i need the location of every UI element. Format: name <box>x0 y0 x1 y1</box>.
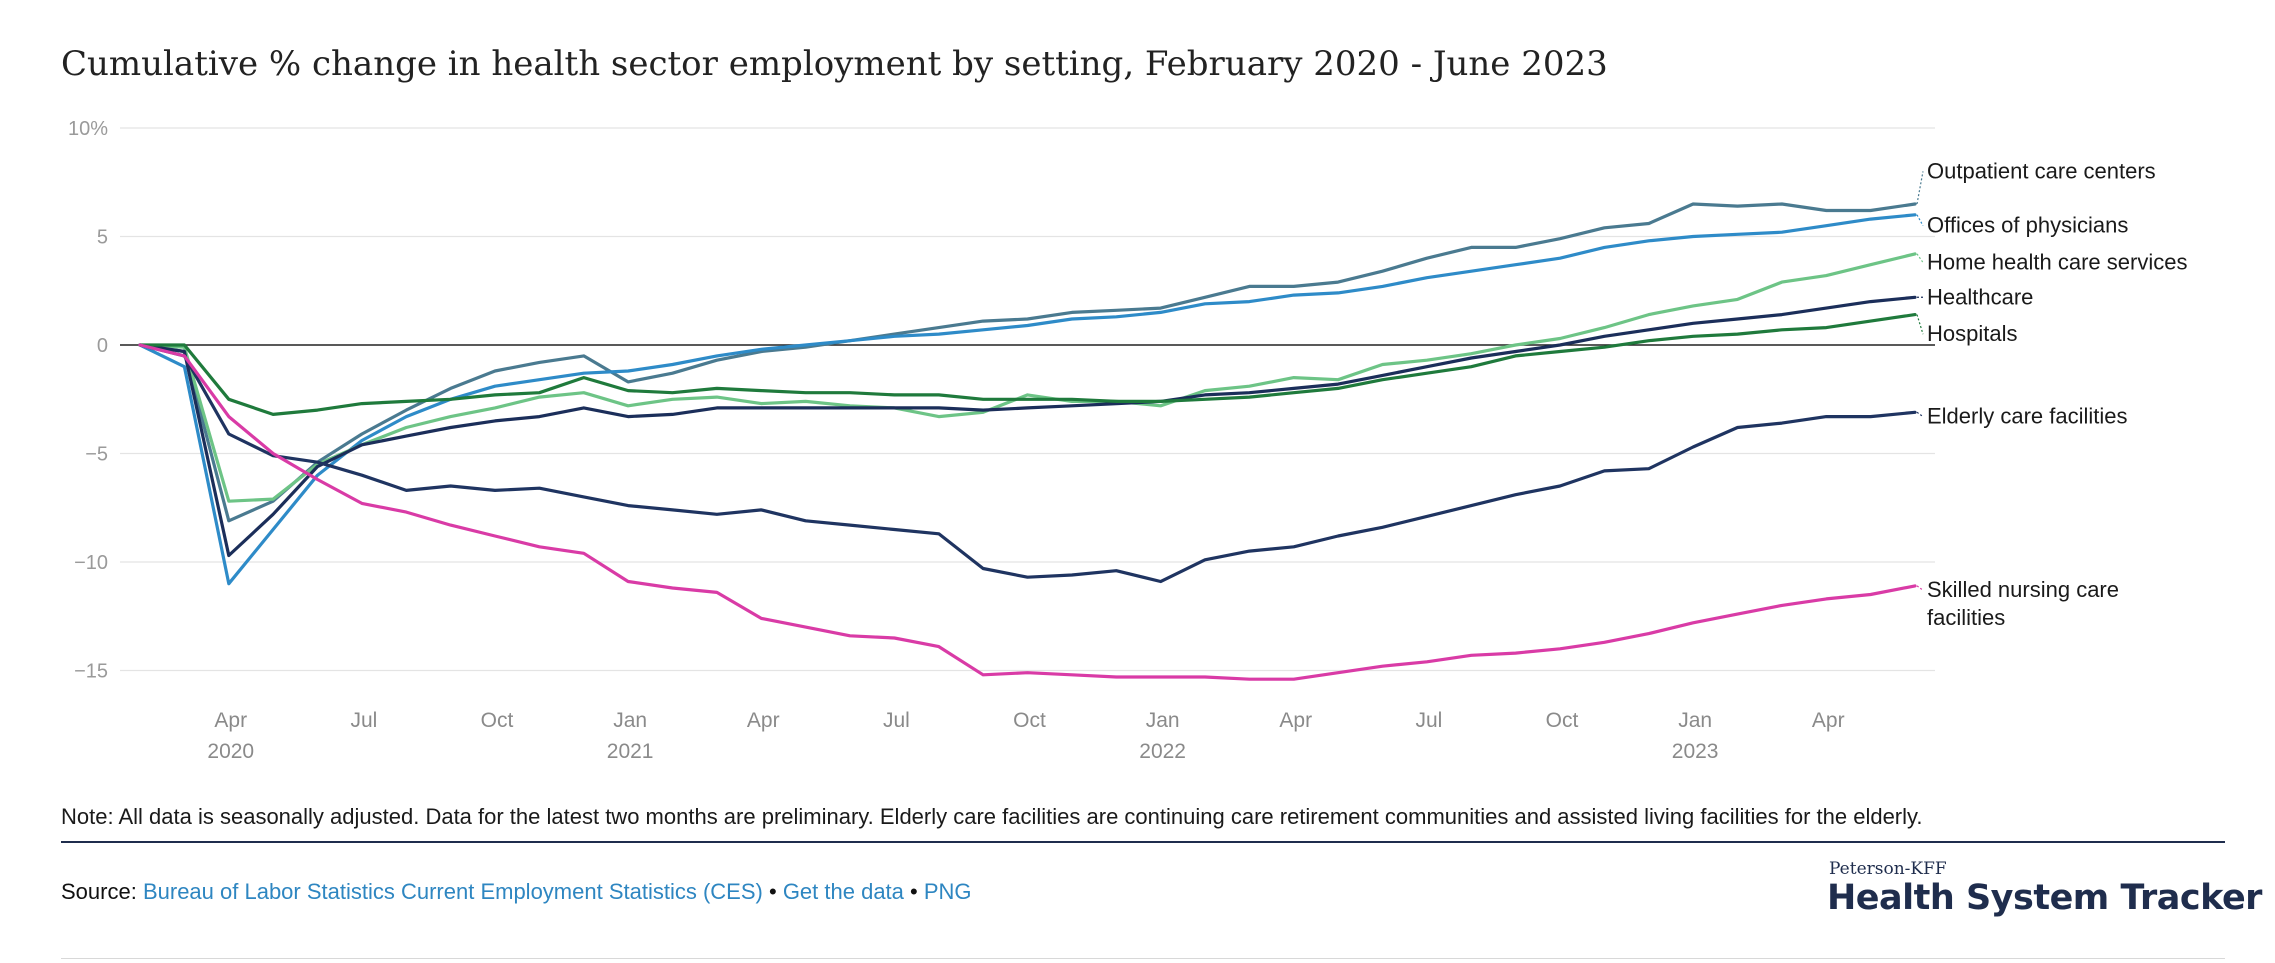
x-tick-month-label: Oct <box>481 709 514 732</box>
x-tick-month-label: Oct <box>1546 709 1579 732</box>
series-label-connector <box>1916 214 1924 226</box>
chart-note: Note: All data is seasonally adjusted. D… <box>61 804 1923 829</box>
series-label: Healthcare <box>1927 284 2033 309</box>
y-tick-label: −10 <box>74 552 108 574</box>
y-axis-ticks: 10% 5 0 −5 −10 −15 <box>68 118 108 683</box>
series-label: Offices of physicians <box>1927 213 2128 238</box>
y-tick-label: −15 <box>74 661 108 683</box>
series-label: Elderly care facilities <box>1927 404 2128 429</box>
series-labels: Outpatient care centers Offices of physic… <box>1916 158 2187 630</box>
series-label-connector <box>1916 171 1924 205</box>
series-label: facilities <box>1927 605 2005 630</box>
source-line: Source: Bureau of Labor Statistics Curre… <box>61 879 972 905</box>
bls-ces-link[interactable]: Bureau of Labor Statistics Current Emplo… <box>142 879 763 904</box>
source-label: Source: <box>61 879 137 904</box>
x-axis-ticks: Apr 2020 Jul Oct Jan 2021 Apr Jul Oct Jan 2022 Apr J… <box>207 709 1844 763</box>
y-tick-label: 10% <box>68 118 108 140</box>
x-tick-month-label: Apr <box>214 709 247 732</box>
series-line-2 <box>138 252 1917 503</box>
series-line-1 <box>138 213 1917 586</box>
series-label: Skilled nursing care <box>1927 577 2119 602</box>
separator: • <box>768 879 777 904</box>
divider <box>61 841 2225 843</box>
series-line-5 <box>138 343 1917 584</box>
x-tick-month-label: Jan <box>1146 709 1180 732</box>
line-chart: 10% 5 0 −5 −10 −15 Apr 2020 Jul Oct Jan 2021 Apr Jul… <box>68 118 2187 763</box>
x-tick-year-label: 2021 <box>607 740 654 763</box>
separator: • <box>910 879 918 904</box>
series-label: Hospitals <box>1927 321 2017 346</box>
series-label-connector <box>1916 411 1924 418</box>
x-tick-month-label: Oct <box>1013 709 1046 732</box>
series-lines <box>138 202 1917 681</box>
logo-org-name: Peterson-KFF <box>1829 859 1947 879</box>
y-tick-label: 0 <box>97 335 108 357</box>
grid-lines <box>120 127 1935 672</box>
series-line-6 <box>138 343 1917 681</box>
x-tick-year-label: 2022 <box>1139 740 1186 763</box>
logo-title[interactable]: Health System Tracker <box>1827 878 2262 918</box>
series-label: Outpatient care centers <box>1927 158 2156 183</box>
x-tick-month-label: Jan <box>613 709 647 732</box>
x-tick-month-label: Apr <box>747 709 780 732</box>
y-tick-label: −5 <box>85 444 108 466</box>
series-label-connector <box>1916 585 1924 591</box>
png-link[interactable]: PNG <box>923 879 972 904</box>
x-tick-year-label: 2020 <box>207 740 254 763</box>
series-label-connector <box>1916 253 1924 263</box>
series-line-0 <box>138 202 1917 523</box>
get-the-data-link[interactable]: Get the data <box>782 879 904 904</box>
x-tick-month-label: Jul <box>350 709 377 732</box>
chart-title: Cumulative % change in health sector emp… <box>61 44 1608 84</box>
x-tick-month-label: Apr <box>1279 709 1312 732</box>
series-line-4 <box>138 313 1917 416</box>
x-tick-month-label: Jul <box>1415 709 1442 732</box>
x-tick-month-label: Apr <box>1812 709 1845 732</box>
x-tick-month-label: Jan <box>1678 709 1712 732</box>
series-label: Home health care services <box>1927 250 2187 275</box>
x-tick-month-label: Jul <box>883 709 910 732</box>
x-tick-year-label: 2023 <box>1672 740 1719 763</box>
bottom-divider <box>61 958 2225 959</box>
y-tick-label: 5 <box>97 227 108 249</box>
series-label-connector <box>1916 314 1924 335</box>
series-line-3 <box>138 295 1917 558</box>
